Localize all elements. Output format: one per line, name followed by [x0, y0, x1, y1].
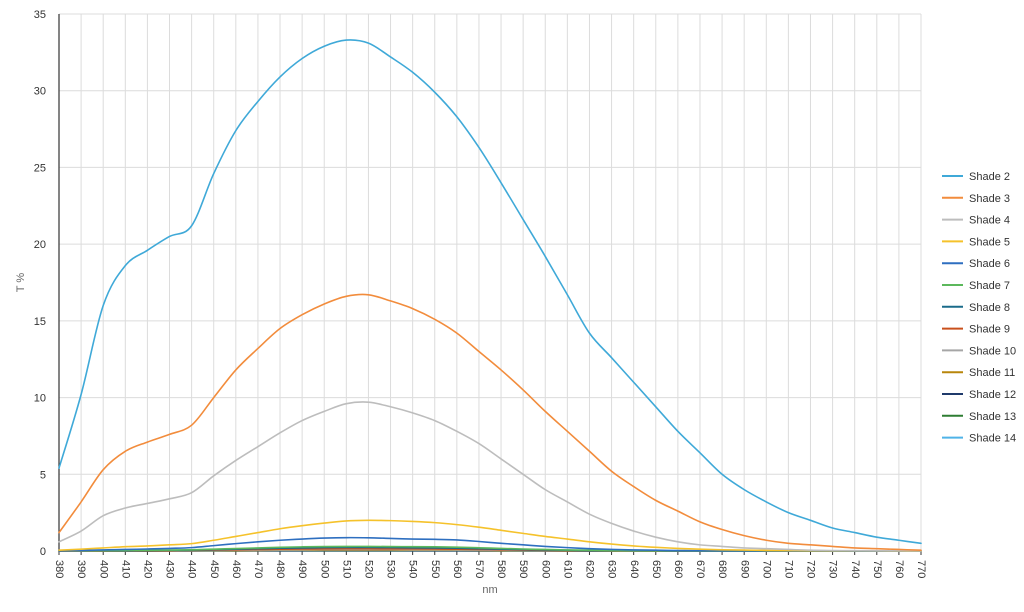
- x-tick-label: 750: [871, 560, 883, 578]
- x-tick-label: 450: [208, 560, 220, 578]
- x-tick-label: 460: [230, 560, 242, 578]
- x-tick-labels: 380 390 400 410 420 430 440 450 460 470 480 490 500 5…: [53, 560, 927, 578]
- y-tick-label: 15: [34, 316, 46, 328]
- legend-label-shade-2: Shade 2: [969, 171, 1010, 183]
- x-tick-label: 540: [407, 560, 419, 578]
- x-axis-title: nm: [482, 584, 497, 596]
- x-tick-label: 490: [296, 560, 308, 578]
- legend-label-shade-12: Shade 12: [969, 389, 1016, 401]
- legend-label-shade-13: Shade 13: [969, 411, 1016, 423]
- y-tick-label: 0: [40, 546, 46, 558]
- y-tick-label: 20: [34, 239, 46, 251]
- grid: [58, 13, 922, 552]
- legend-label-shade-6: Shade 6: [969, 258, 1010, 270]
- x-tick-label: 660: [672, 560, 684, 578]
- legend-label-shade-5: Shade 5: [969, 236, 1010, 248]
- y-tick-labels: 0 5 10 15 20 25 30 35: [34, 9, 46, 558]
- x-tick-label: 700: [760, 560, 772, 578]
- x-tick-label: 630: [606, 560, 618, 578]
- legend-label-shade-4: Shade 4: [969, 215, 1010, 227]
- legend-label-shade-11: Shade 11: [969, 367, 1015, 379]
- x-tick-label: 550: [429, 560, 441, 578]
- legend-label-shade-8: Shade 8: [969, 302, 1010, 314]
- series-line-shade-5: [58, 519, 922, 552]
- x-tick-label: 480: [274, 560, 286, 578]
- y-tick-label: 35: [34, 9, 46, 21]
- x-tick-label: 520: [363, 560, 375, 578]
- y-tick-label: 30: [34, 86, 46, 98]
- legend: Shade 2 Shade 3 Shade 4 Shade 5 Shade 6 Shade…: [942, 171, 1016, 445]
- x-tick-label: 640: [628, 560, 640, 578]
- legend-label-shade-9: Shade 9: [969, 324, 1010, 336]
- x-tick-label: 500: [318, 560, 330, 578]
- x-tick-label: 600: [539, 560, 551, 578]
- legend-label-shade-10: Shade 10: [969, 345, 1016, 357]
- x-tick-label: 440: [186, 560, 198, 578]
- series-lines: [58, 39, 922, 552]
- x-tick-label: 580: [495, 560, 507, 578]
- y-axis-title: T %: [15, 273, 27, 293]
- x-tick-label: 740: [849, 560, 861, 578]
- x-tick-label: 470: [252, 560, 264, 578]
- x-tick-label: 770: [915, 560, 927, 578]
- series-line-shade-3: [58, 293, 922, 552]
- x-tick-label: 720: [805, 560, 817, 578]
- series-line-shade-2: [58, 39, 922, 545]
- x-tick-label: 650: [650, 560, 662, 578]
- x-tick-label: 620: [584, 560, 596, 578]
- x-tick-label: 690: [738, 560, 750, 578]
- x-tick-label: 610: [561, 560, 573, 578]
- y-tick-label: 5: [40, 469, 46, 481]
- x-tick-label: 680: [716, 560, 728, 578]
- x-tick-label: 430: [164, 560, 176, 578]
- legend-label-shade-3: Shade 3: [969, 193, 1010, 205]
- x-tick-label: 570: [473, 560, 485, 578]
- x-tick-label: 410: [119, 560, 131, 578]
- x-tick-label: 730: [827, 560, 839, 578]
- x-tick-label: 510: [340, 560, 352, 578]
- x-tick-label: 420: [142, 560, 154, 578]
- x-tick-label: 390: [75, 560, 87, 578]
- y-tick-label: 10: [34, 393, 46, 405]
- series-line-shade-4: [58, 401, 922, 552]
- legend-label-shade-14: Shade 14: [969, 433, 1016, 445]
- y-tick-label: 25: [34, 162, 46, 174]
- x-tick-label: 710: [782, 560, 794, 578]
- x-tick-label: 670: [694, 560, 706, 578]
- x-tick-label: 400: [97, 560, 109, 578]
- x-tick-label: 530: [385, 560, 397, 578]
- x-tick-label: 760: [893, 560, 905, 578]
- x-tick-label: 380: [53, 560, 65, 578]
- legend-label-shade-7: Shade 7: [969, 280, 1010, 292]
- x-tick-label: 560: [451, 560, 463, 578]
- x-tick-label: 590: [517, 560, 529, 578]
